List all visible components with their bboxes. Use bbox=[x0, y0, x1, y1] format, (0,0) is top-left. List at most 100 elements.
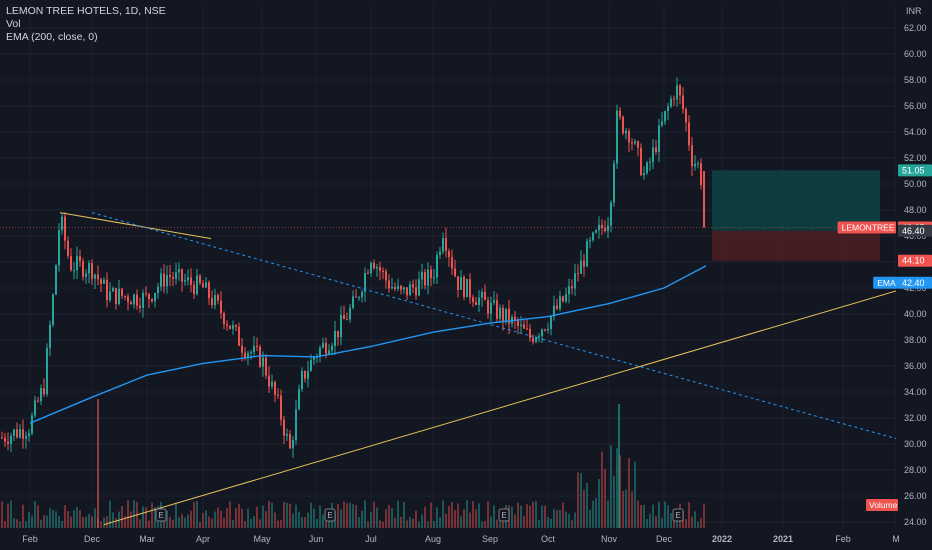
earnings-marker[interactable]: E bbox=[498, 508, 510, 522]
candle-body bbox=[469, 279, 471, 298]
candle-body bbox=[76, 256, 78, 271]
volume-bar bbox=[439, 517, 441, 528]
x-tick-label: Sep bbox=[482, 534, 498, 544]
volume-bar bbox=[43, 515, 45, 528]
candle-body bbox=[445, 238, 447, 251]
volume-bar bbox=[283, 501, 285, 528]
volume-bar bbox=[106, 516, 108, 528]
candle-body bbox=[565, 294, 567, 302]
candle-body bbox=[400, 285, 402, 290]
candle-body bbox=[271, 381, 273, 387]
volume-bar bbox=[295, 504, 297, 528]
candle-body bbox=[553, 305, 555, 317]
target-zone[interactable] bbox=[712, 170, 880, 231]
volume-indicator-label[interactable]: Vol bbox=[6, 18, 21, 30]
price-tag[interactable]: 42.40 EMA bbox=[873, 276, 932, 289]
volume-bar bbox=[415, 510, 417, 528]
candle-body bbox=[580, 260, 582, 274]
candle-body bbox=[352, 296, 354, 309]
volume-bar bbox=[280, 519, 282, 528]
volume-bar bbox=[655, 516, 657, 528]
candle-body bbox=[229, 325, 231, 329]
candle-body bbox=[268, 375, 270, 387]
volume-bar bbox=[388, 505, 390, 528]
candle-body bbox=[418, 279, 420, 296]
volume-bar bbox=[337, 503, 339, 528]
candle-body bbox=[574, 273, 576, 289]
candle-body bbox=[595, 230, 597, 233]
volume-bar bbox=[217, 507, 219, 528]
trendline[interactable] bbox=[59, 212, 212, 240]
candle-body bbox=[10, 435, 12, 444]
candle-body bbox=[241, 345, 243, 353]
ema-indicator-label[interactable]: EMA (200, close, 0) bbox=[6, 31, 98, 43]
volume-bar bbox=[238, 503, 240, 528]
candle-body bbox=[676, 85, 678, 100]
price-tag[interactable]: 44.10 bbox=[898, 254, 932, 267]
candles[interactable] bbox=[1, 77, 705, 458]
volume-bar bbox=[691, 516, 693, 528]
candle-body bbox=[22, 429, 24, 439]
volume-tag[interactable]: Volume bbox=[866, 499, 898, 511]
volume-bar bbox=[580, 472, 582, 528]
volume-bar bbox=[670, 513, 672, 528]
volume-bar bbox=[184, 517, 186, 528]
ema-line[interactable] bbox=[29, 265, 707, 424]
volume-bar bbox=[307, 512, 309, 528]
price-axis[interactable]: INR 62.00 60.00 58.00 56.00 54.00 52.00 50.00 48… bbox=[896, 0, 932, 550]
candle-body bbox=[88, 263, 90, 274]
x-tick-label: Feb bbox=[22, 534, 38, 544]
candle-body bbox=[73, 270, 75, 272]
candle-body bbox=[433, 277, 435, 279]
volume-bar bbox=[622, 490, 624, 528]
volume-bar bbox=[592, 500, 594, 528]
symbol-title[interactable]: LEMON TREE HOTELS, 1D, NSE bbox=[6, 5, 166, 17]
candle-body bbox=[292, 440, 294, 449]
volume-bar bbox=[433, 520, 435, 528]
price-tag[interactable]: 46.40 bbox=[898, 224, 932, 237]
candle-body bbox=[265, 357, 267, 376]
volume-bar bbox=[208, 516, 210, 528]
volume-bar bbox=[382, 521, 384, 528]
volume-bar bbox=[664, 501, 666, 528]
volume-bar bbox=[649, 513, 651, 528]
volume-bar bbox=[67, 511, 69, 528]
candle-body bbox=[622, 116, 624, 134]
dashed-trendline[interactable] bbox=[91, 212, 907, 442]
volume-bar bbox=[73, 510, 75, 528]
earnings-marker-icon: E bbox=[675, 511, 680, 520]
candle-body bbox=[106, 279, 108, 301]
chart-legend: LEMON TREE HOTELS, 1D, NSE Vol EMA (200,… bbox=[6, 5, 166, 44]
time-axis[interactable]: Dec 2021 Feb Mar Apr May Jun Jul Aug Sep Oct Nov Dec… bbox=[0, 528, 932, 550]
candle-body bbox=[361, 292, 363, 298]
price-tag-name: LEMONTREE bbox=[842, 223, 895, 233]
volume-bar bbox=[700, 518, 702, 528]
candle-body bbox=[274, 381, 276, 395]
volume-bar bbox=[457, 503, 459, 528]
earnings-marker[interactable]: E bbox=[155, 508, 167, 522]
stop-zone[interactable] bbox=[712, 230, 880, 261]
candle-body bbox=[298, 389, 300, 410]
candle-body bbox=[463, 276, 465, 298]
x-tick-label: Mar bbox=[139, 534, 155, 544]
candle-body bbox=[661, 121, 663, 126]
candle-body bbox=[202, 283, 204, 288]
earnings-marker[interactable]: E bbox=[672, 508, 684, 522]
y-tick-label: 40.00 bbox=[904, 309, 927, 319]
candle-body bbox=[559, 296, 561, 309]
volume-bar bbox=[601, 451, 603, 528]
candle-body bbox=[220, 300, 222, 314]
candle-body bbox=[148, 293, 150, 299]
volume-bar bbox=[79, 510, 81, 528]
volume-bar bbox=[268, 501, 270, 528]
volume-bar bbox=[61, 520, 63, 528]
candle-body bbox=[295, 409, 297, 441]
earnings-marker[interactable]: E bbox=[324, 508, 336, 522]
volume-bar bbox=[421, 514, 423, 528]
volume-bar bbox=[187, 514, 189, 528]
trendline[interactable] bbox=[103, 287, 907, 526]
price-tag[interactable]: 51.05 bbox=[898, 164, 932, 177]
candle-body bbox=[217, 295, 219, 301]
candle-body bbox=[283, 419, 285, 436]
